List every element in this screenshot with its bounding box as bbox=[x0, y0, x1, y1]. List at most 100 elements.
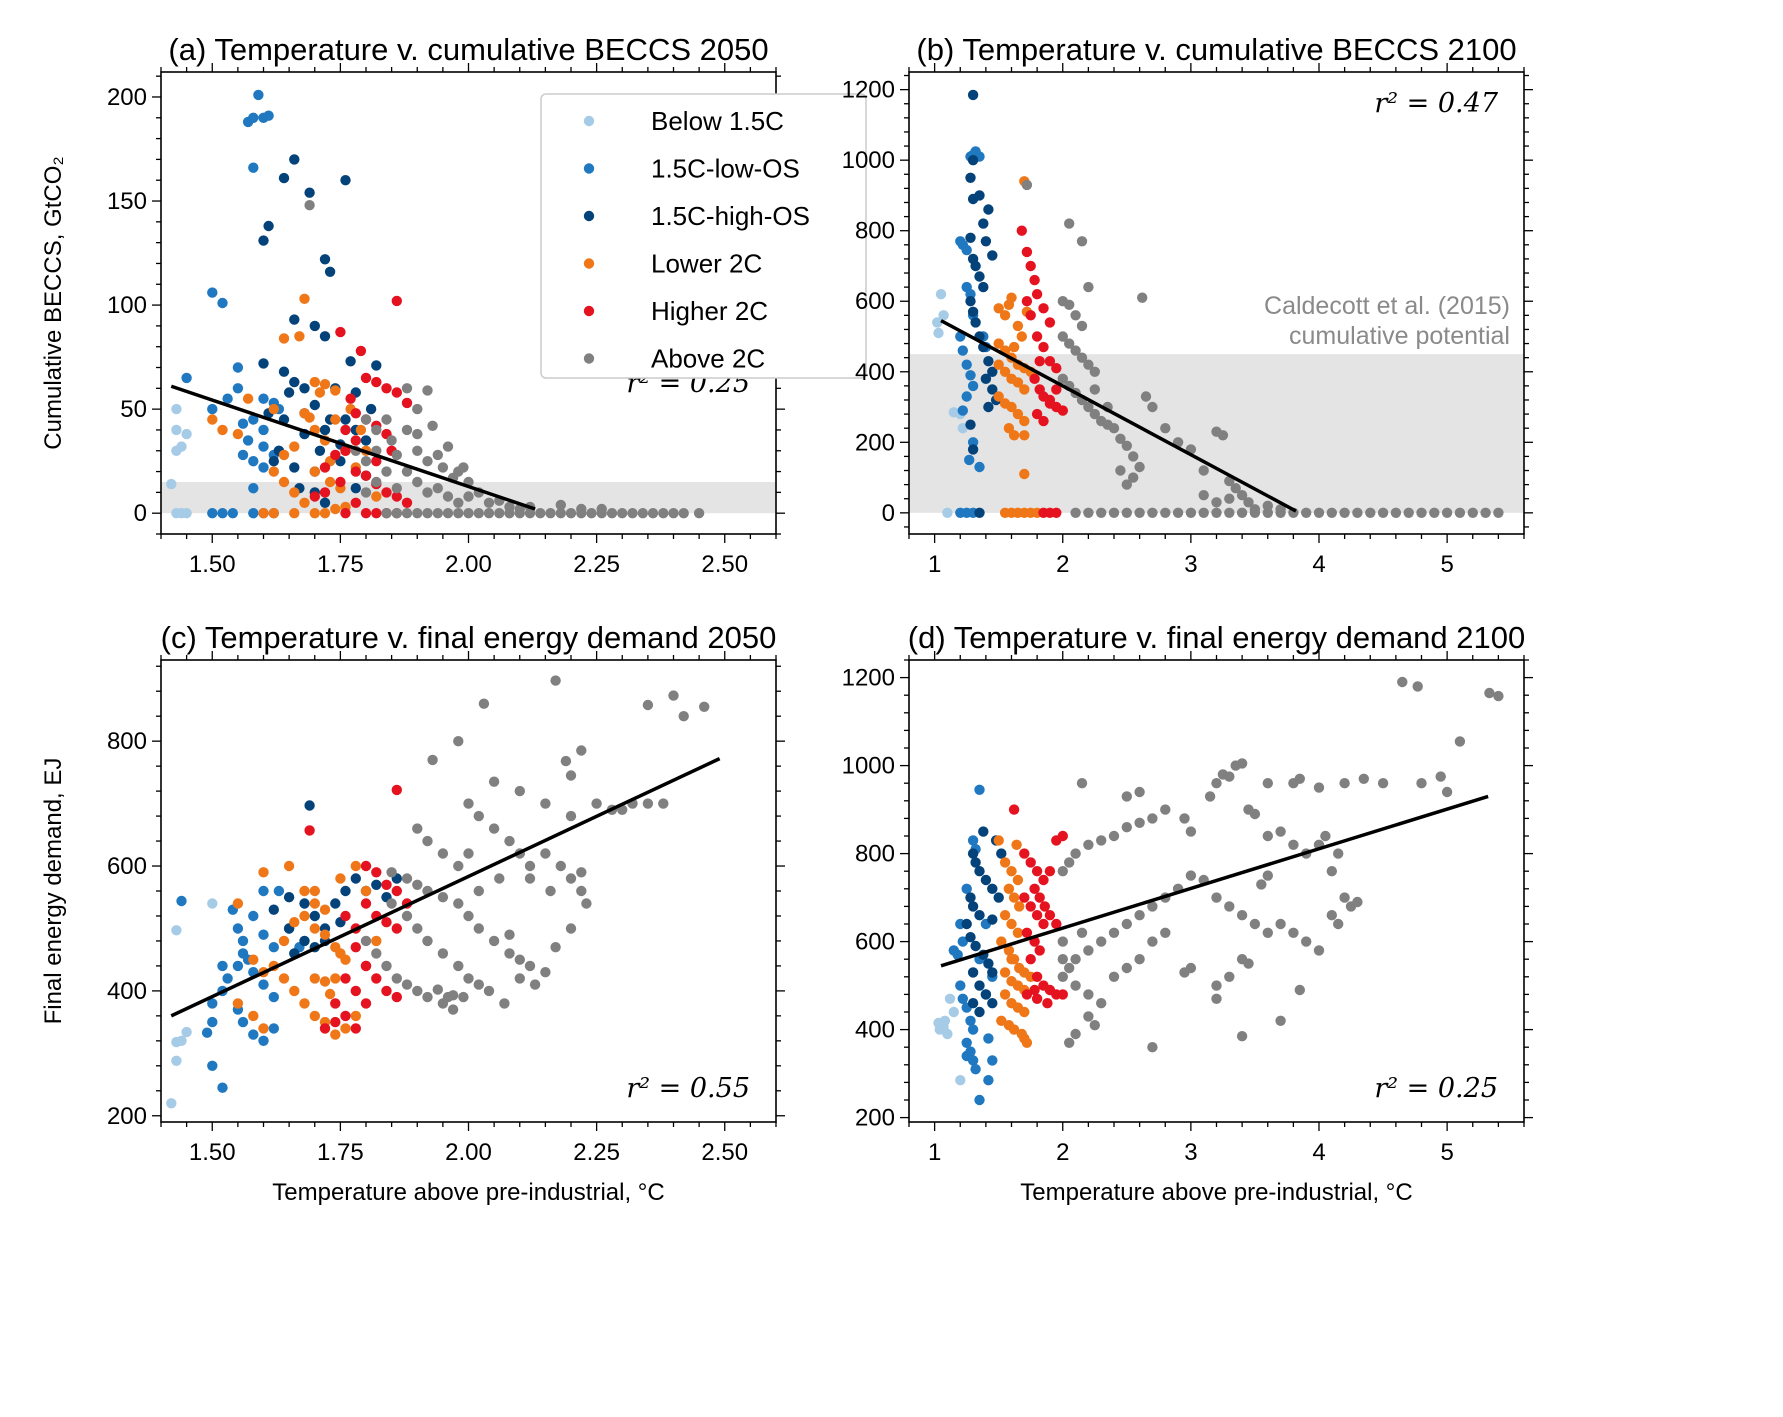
data-point bbox=[299, 293, 310, 304]
data-point bbox=[319, 424, 331, 436]
data-point bbox=[961, 918, 972, 930]
data-point bbox=[1038, 415, 1049, 427]
data-point bbox=[278, 476, 290, 488]
data-point bbox=[340, 910, 351, 922]
data-point bbox=[1224, 901, 1235, 912]
data-point bbox=[360, 935, 372, 947]
data-point bbox=[1211, 507, 1222, 518]
data-point bbox=[987, 1055, 998, 1066]
data-point bbox=[987, 883, 998, 894]
series-above-2c bbox=[1057, 676, 1504, 1053]
data-point bbox=[258, 358, 269, 369]
data-point bbox=[176, 895, 187, 907]
data-point bbox=[422, 835, 433, 847]
data-point bbox=[1275, 507, 1286, 518]
data-point bbox=[268, 942, 279, 953]
data-point bbox=[678, 508, 689, 519]
data-point bbox=[248, 483, 259, 494]
data-point bbox=[360, 435, 372, 446]
data-point bbox=[330, 449, 341, 461]
data-point bbox=[1128, 472, 1139, 483]
data-point bbox=[1021, 179, 1033, 191]
data-point bbox=[1256, 879, 1267, 890]
data-point bbox=[967, 306, 979, 317]
data-point bbox=[340, 1023, 351, 1034]
legend-marker bbox=[583, 353, 595, 364]
data-point bbox=[1275, 918, 1286, 930]
data-point bbox=[319, 976, 331, 987]
data-point bbox=[1217, 769, 1229, 780]
data-point bbox=[273, 885, 285, 897]
data-point bbox=[1008, 892, 1020, 903]
data-point bbox=[181, 508, 192, 519]
data-point bbox=[1128, 451, 1139, 462]
data-point bbox=[1083, 945, 1094, 956]
data-point bbox=[1011, 839, 1022, 850]
data-point bbox=[1301, 507, 1312, 518]
data-point bbox=[386, 867, 397, 878]
data-point bbox=[1076, 778, 1088, 789]
data-point bbox=[371, 508, 382, 519]
data-point bbox=[987, 250, 998, 261]
data-point bbox=[1012, 408, 1024, 420]
data-point bbox=[258, 441, 269, 452]
data-point bbox=[965, 1015, 976, 1026]
y-tick-label: 100 bbox=[107, 292, 147, 319]
data-point bbox=[1484, 687, 1495, 699]
data-point bbox=[555, 860, 566, 872]
data-point bbox=[668, 508, 679, 519]
data-point bbox=[258, 1035, 269, 1047]
data-point bbox=[324, 266, 336, 277]
data-point bbox=[360, 372, 372, 384]
data-point bbox=[1016, 331, 1027, 342]
data-point bbox=[268, 508, 279, 519]
data-point bbox=[1029, 883, 1040, 894]
data-point bbox=[258, 508, 269, 519]
data-point bbox=[232, 428, 244, 440]
data-point bbox=[1070, 310, 1081, 321]
data-point bbox=[1108, 927, 1120, 938]
data-point bbox=[217, 297, 228, 309]
data-point bbox=[232, 383, 244, 394]
data-point bbox=[967, 155, 979, 166]
data-point bbox=[299, 497, 310, 508]
data-point bbox=[1064, 218, 1075, 229]
data-point bbox=[1179, 813, 1190, 824]
data-point bbox=[961, 1050, 972, 1062]
x-tick-label: 1 bbox=[928, 1139, 941, 1166]
data-point bbox=[217, 960, 228, 972]
x-tick-label: 2 bbox=[1056, 1139, 1069, 1166]
data-point bbox=[360, 998, 372, 1009]
data-point bbox=[355, 345, 367, 357]
data-point bbox=[494, 873, 505, 884]
data-point bbox=[360, 456, 372, 467]
data-point bbox=[412, 923, 423, 934]
data-point bbox=[1108, 507, 1120, 518]
data-point bbox=[401, 383, 413, 394]
y-axis-label: Cumulative BECCS, GtCO₂ bbox=[40, 156, 67, 449]
data-point bbox=[371, 376, 382, 388]
data-point bbox=[961, 1037, 972, 1049]
data-point bbox=[248, 508, 259, 519]
panel-c: 1.50 1.75 2.00 2.25 2.50 200 400 600 800 (c) Temp… bbox=[40, 620, 785, 1206]
data-point bbox=[1057, 331, 1069, 342]
series-1-5c-low-os bbox=[176, 885, 305, 1093]
data-point bbox=[1057, 373, 1069, 384]
data-point bbox=[1217, 430, 1229, 441]
data-point bbox=[514, 508, 525, 519]
data-point bbox=[1326, 866, 1338, 877]
data-point bbox=[248, 414, 259, 425]
data-point bbox=[283, 892, 295, 903]
data-point bbox=[1031, 866, 1043, 877]
series-above-2c bbox=[1021, 179, 1504, 518]
data-point bbox=[499, 998, 510, 1009]
data-point bbox=[1262, 830, 1274, 842]
data-point bbox=[391, 295, 402, 307]
data-point bbox=[565, 923, 577, 934]
data-point bbox=[1454, 507, 1466, 518]
data-point bbox=[970, 857, 981, 868]
data-point bbox=[565, 810, 577, 822]
data-point bbox=[1115, 465, 1126, 476]
data-point bbox=[1249, 808, 1261, 820]
data-point bbox=[999, 967, 1011, 978]
